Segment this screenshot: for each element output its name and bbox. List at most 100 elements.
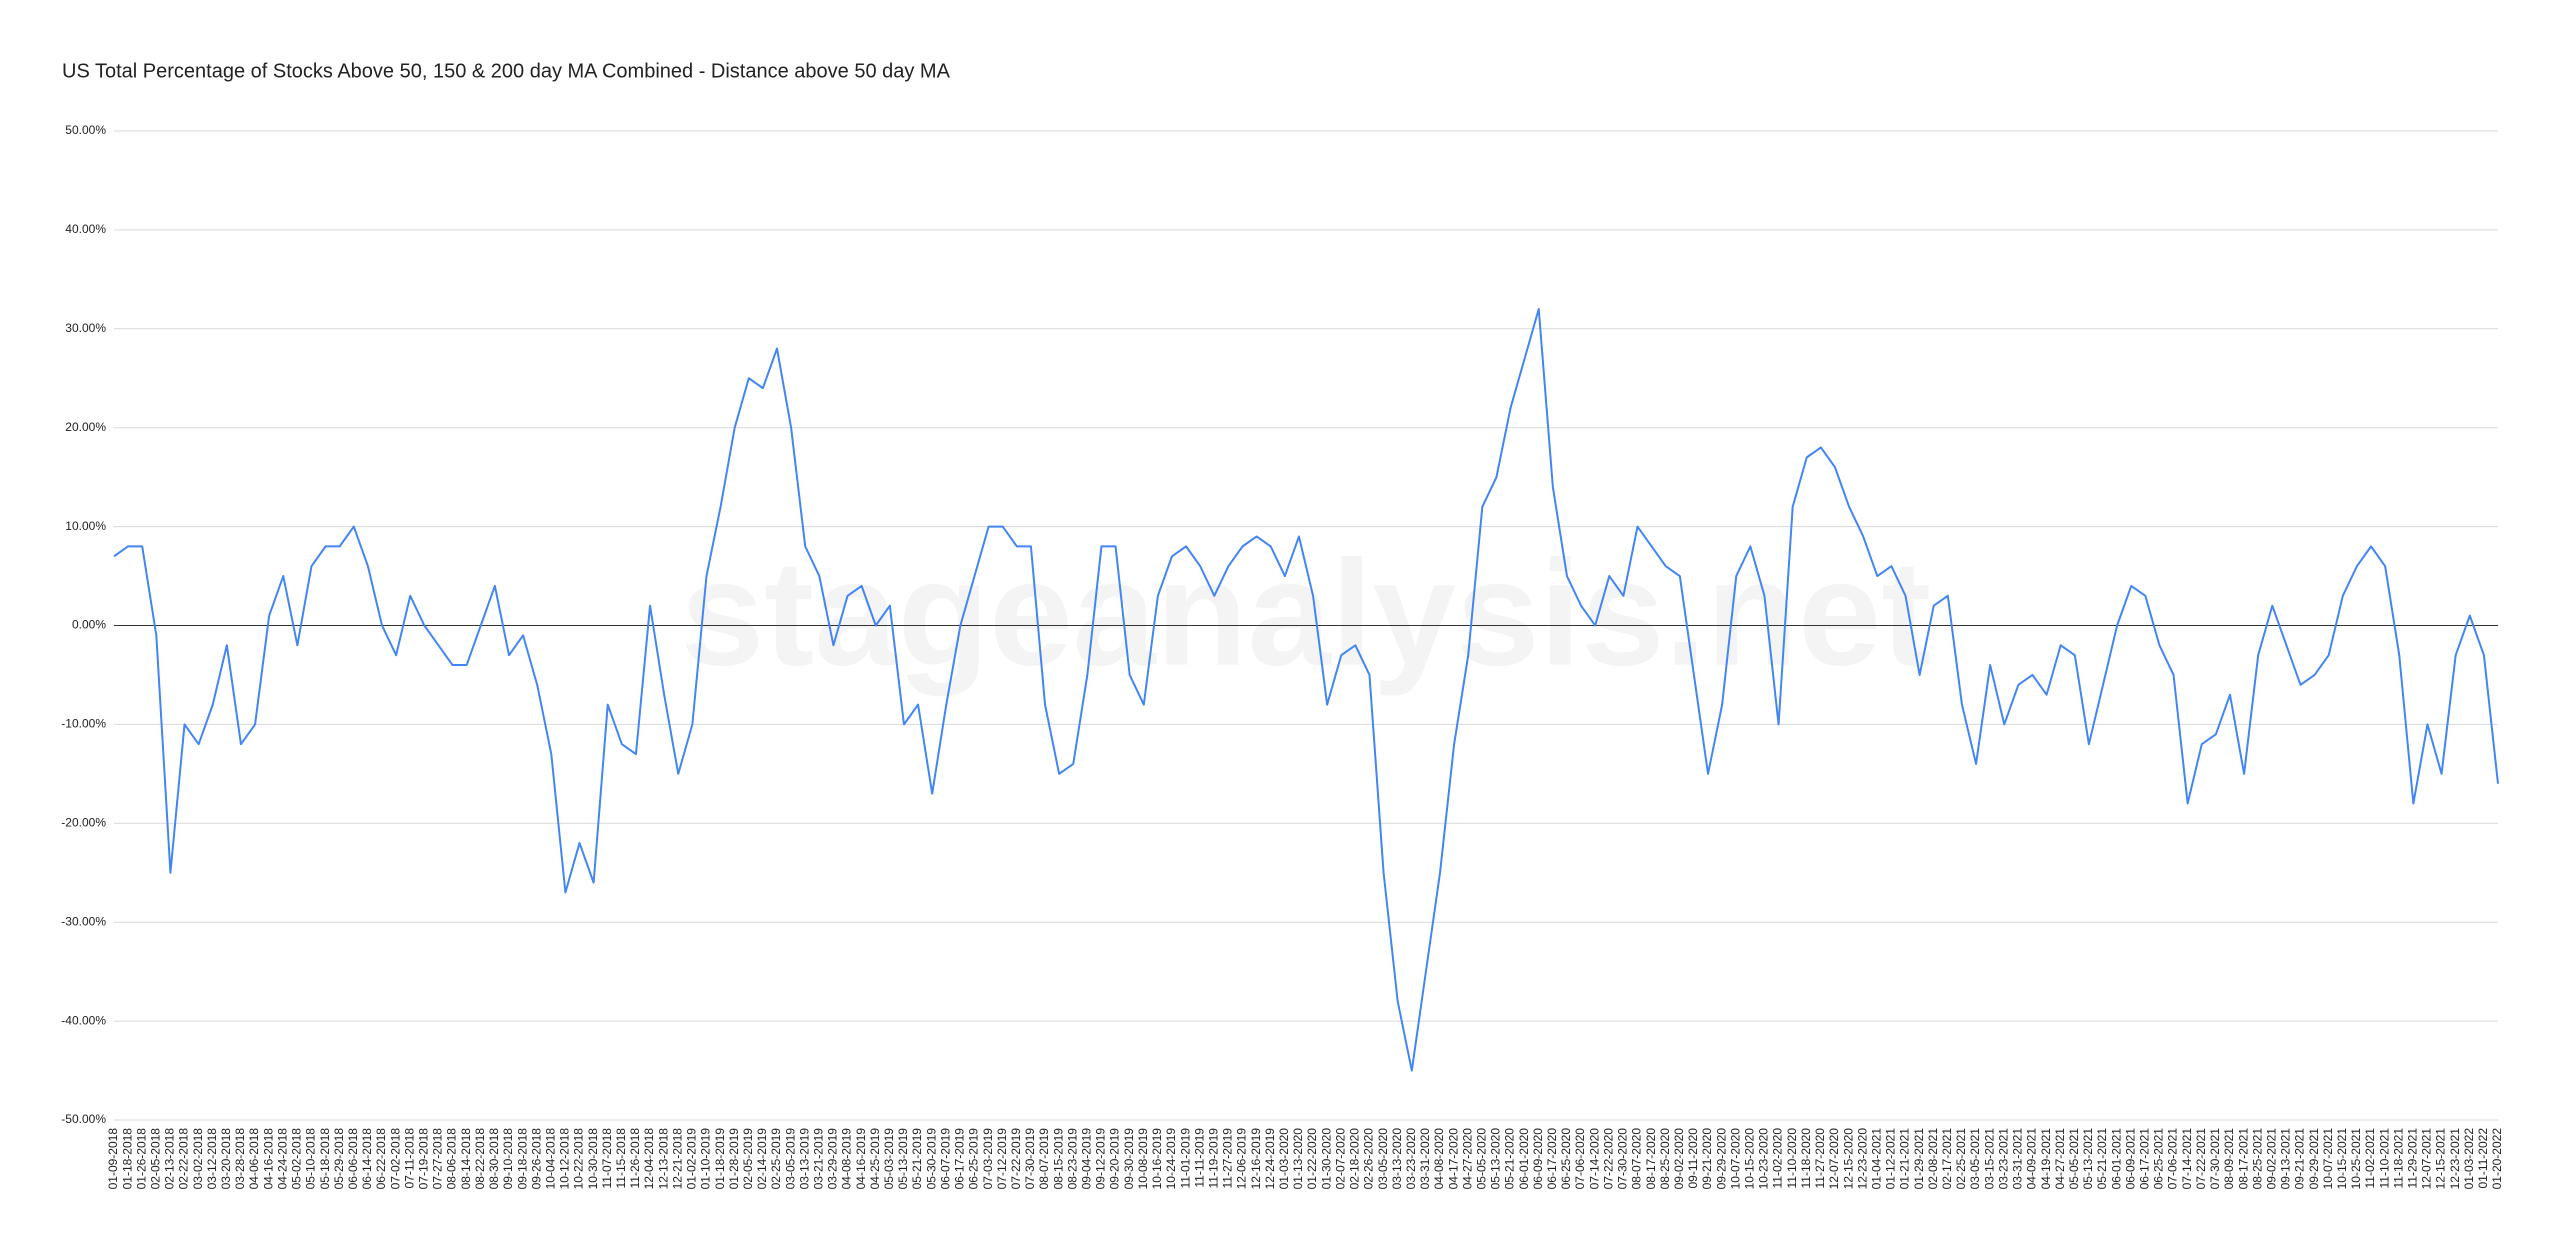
x-tick-label: 04-16-2018 [261,1128,275,1190]
x-tick-label: 05-13-2021 [2081,1128,2095,1190]
x-tick-label: 12-15-2020 [1841,1128,1855,1190]
x-tick-label: 06-17-2020 [1545,1128,1559,1190]
x-tick-label: 03-21-2019 [811,1128,825,1190]
x-tick-label: 06-07-2019 [938,1128,952,1190]
x-tick-label: 01-22-2020 [1305,1128,1319,1190]
x-tick-label: 11-26-2018 [628,1128,642,1189]
data-line [113,308,2499,1072]
x-tick-label: 08-07-2019 [1037,1128,1051,1190]
x-tick-label: 03-23-2020 [1404,1128,1418,1190]
x-tick-label: 05-03-2019 [882,1128,896,1190]
x-tick-label: 10-22-2018 [572,1128,586,1190]
x-tick-label: 03-12-2018 [205,1128,219,1190]
x-tick-label: 07-19-2018 [417,1128,431,1190]
x-tick-label: 04-06-2018 [247,1128,261,1190]
x-tick-label: 09-10-2018 [501,1128,515,1190]
x-tick-label: 03-28-2018 [233,1128,247,1190]
x-tick-label: 01-13-2020 [1291,1128,1305,1190]
x-tick-label: 11-18-2020 [1799,1128,1813,1189]
x-tick-label: 09-12-2019 [1094,1128,1108,1190]
x-tick-label: 02-08-2021 [1926,1128,1940,1190]
x-tick-label: 06-01-2021 [2109,1128,2123,1190]
x-tick-label: 10-24-2019 [1164,1128,1178,1190]
x-tick-label: 05-18-2018 [318,1128,332,1190]
x-tick-label: 09-21-2020 [1700,1128,1714,1190]
x-tick-label: 02-07-2020 [1333,1128,1347,1190]
x-tick-label: 01-29-2021 [1912,1128,1926,1190]
x-tick-label: 10-12-2018 [558,1128,572,1190]
x-tick-label: 03-02-2018 [191,1128,205,1190]
chart-title: US Total Percentage of Stocks Above 50, … [62,60,951,82]
x-tick-label: 08-25-2020 [1658,1128,1672,1190]
x-tick-label: 02-22-2018 [177,1128,191,1190]
x-tick-label: 05-21-2021 [2095,1128,2109,1190]
x-tick-label: 12-24-2019 [1263,1128,1277,1190]
x-tick-label: 01-04-2021 [1869,1128,1883,1190]
x-tick-label: 07-02-2018 [388,1128,402,1190]
x-tick-label: 11-15-2018 [614,1128,628,1189]
x-tick-label: 05-02-2018 [290,1128,304,1190]
y-tick-label: -30.00% [61,914,106,928]
x-tick-label: 03-29-2019 [826,1128,840,1190]
x-tick-label: 12-07-2021 [2420,1128,2434,1190]
x-tick-label: 01-18-2019 [713,1128,727,1190]
x-tick-label: 07-06-2021 [2166,1128,2180,1190]
y-tick-label: 40.00% [65,222,106,236]
x-tick-label: 12-07-2020 [1827,1128,1841,1190]
y-tick-label: 20.00% [65,420,106,434]
x-tick-label: 01-11-2022 [2476,1128,2490,1189]
x-tick-label: 01-28-2019 [727,1128,741,1190]
x-tick-label: 02-17-2021 [1940,1128,1954,1190]
x-tick-label: 10-23-2020 [1757,1128,1771,1190]
x-tick-label: 10-30-2018 [586,1128,600,1190]
x-tick-label: 08-22-2018 [473,1128,487,1190]
x-tick-label: 02-05-2018 [148,1128,162,1190]
x-tick-label: 09-26-2018 [529,1128,543,1190]
x-tick-label: 06-06-2018 [346,1128,360,1190]
x-tick-label: 02-26-2020 [1362,1128,1376,1190]
x-tick-label: 11-02-2020 [1771,1128,1785,1189]
x-tick-label: 05-30-2019 [924,1128,938,1190]
x-tick-label: 10-08-2019 [1136,1128,1150,1190]
x-tick-label: 09-30-2019 [1122,1128,1136,1190]
y-tick-label: 50.00% [65,123,106,137]
x-tick-label: 11-27-2020 [1813,1128,1827,1189]
x-tick-label: 04-19-2021 [2039,1128,2053,1190]
x-tick-label: 10-25-2021 [2349,1128,2363,1190]
x-tick-label: 12-16-2019 [1249,1128,1263,1190]
x-tick-label: 10-16-2019 [1150,1128,1164,1190]
x-tick-label: 09-02-2020 [1672,1128,1686,1190]
x-tick-label: 02-13-2018 [163,1128,177,1190]
x-tick-label: 08-30-2018 [487,1128,501,1190]
x-tick-label: 07-30-2019 [1023,1128,1037,1190]
x-tick-label: 11-11-2019 [1192,1128,1206,1188]
x-tick-label: 09-04-2019 [1080,1128,1094,1190]
y-tick-label: 0.00% [72,618,106,632]
x-tick-label: 06-17-2019 [953,1128,967,1190]
x-tick-label: 01-12-2021 [1884,1128,1898,1190]
x-tick-label: 02-18-2020 [1348,1128,1362,1190]
x-tick-label: 09-29-2020 [1714,1128,1728,1190]
x-tick-label: 07-03-2019 [981,1128,995,1190]
x-tick-label: 01-03-2022 [2462,1128,2476,1190]
x-tick-label: 07-30-2021 [2208,1128,2222,1190]
x-tick-label: 07-11-2018 [402,1128,416,1189]
x-tick-label: 03-15-2021 [1982,1128,1996,1190]
y-tick-label: 30.00% [65,321,106,335]
x-tick-label: 03-05-2020 [1376,1128,1390,1190]
x-tick-label: 08-09-2021 [2222,1128,2236,1190]
x-tick-label: 01-30-2020 [1319,1128,1333,1190]
x-tick-label: 11-18-2021 [2391,1128,2405,1189]
x-tick-label: 11-27-2019 [1221,1128,1235,1189]
x-tick-label: 03-31-2020 [1418,1128,1432,1190]
x-tick-label: 06-01-2020 [1517,1128,1531,1190]
y-tick-label: -20.00% [61,815,106,829]
x-tick-label: 07-22-2020 [1601,1128,1615,1190]
x-tick-label: 06-17-2021 [2138,1128,2152,1190]
x-tick-label: 04-08-2019 [840,1128,854,1190]
x-tick-label: 09-21-2021 [2293,1128,2307,1190]
x-tick-label: 08-17-2020 [1644,1128,1658,1190]
x-tick-label: 08-25-2021 [2250,1128,2264,1190]
x-tick-label: 06-25-2020 [1559,1128,1573,1190]
